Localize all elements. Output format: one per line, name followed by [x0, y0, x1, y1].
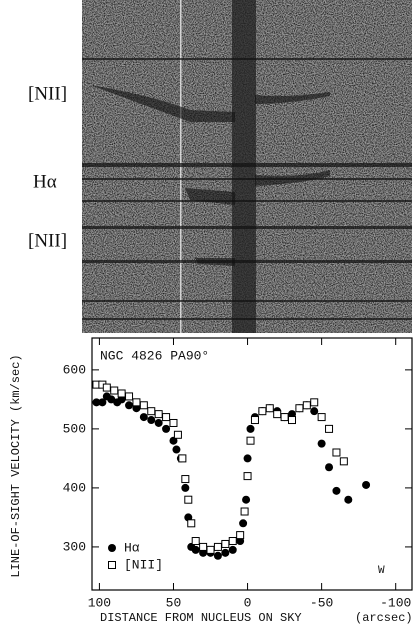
y-axis-label: LINE-OF-SIGHT VELOCITY (km/sec): [9, 354, 23, 577]
point: [184, 495, 193, 504]
point: [332, 448, 341, 457]
point: [310, 407, 319, 416]
point: [221, 548, 230, 557]
point: [273, 410, 282, 419]
point: [110, 386, 119, 395]
point: [191, 545, 200, 554]
point: [181, 483, 190, 492]
point: [295, 404, 304, 413]
spectrum-image: [NII] Hα [NII]: [28, 0, 412, 333]
x-axis-unit: (arcsec): [355, 611, 413, 625]
point: [243, 454, 252, 463]
point: [98, 398, 107, 407]
point: [239, 519, 248, 528]
point: [92, 398, 101, 407]
legend-marker: [108, 561, 116, 569]
legend-label: Hα: [124, 540, 140, 555]
point: [317, 439, 326, 448]
point: [213, 551, 222, 560]
point: [154, 418, 163, 427]
point: [206, 545, 215, 554]
point: [246, 436, 255, 445]
point: [302, 401, 311, 410]
point: [102, 383, 111, 392]
point: [162, 424, 171, 433]
x-tick-label: 100: [88, 595, 111, 610]
point: [178, 454, 187, 463]
point: [288, 416, 296, 425]
point: [362, 480, 371, 489]
point: [228, 545, 237, 554]
y-tick-label: 500: [63, 421, 86, 436]
point: [213, 542, 222, 551]
point: [250, 416, 259, 425]
legend-label: [NII]: [124, 557, 163, 572]
point: [125, 392, 134, 401]
point: [132, 398, 141, 407]
point: [332, 486, 341, 495]
point: [242, 495, 251, 504]
x-tick-label: -100: [380, 595, 411, 610]
plot-frame: [91, 337, 413, 591]
point: [107, 395, 116, 404]
line-label: Hα: [33, 171, 57, 192]
point: [344, 495, 353, 504]
point: [139, 413, 148, 422]
annotation: W: [378, 565, 385, 577]
point: [199, 542, 208, 551]
line-label: [NII]: [28, 230, 67, 251]
point: [162, 413, 171, 422]
point: [117, 389, 126, 398]
point: [246, 424, 255, 433]
x-tick-label: 0: [244, 595, 252, 610]
point: [243, 472, 252, 481]
line-label: [NII]: [28, 83, 67, 104]
point: [169, 418, 178, 427]
point: [154, 410, 163, 419]
point: [147, 407, 156, 416]
point: [339, 457, 348, 466]
y-tick-label: 600: [63, 362, 86, 377]
point: [240, 507, 249, 516]
point: [139, 401, 148, 410]
point: [173, 430, 182, 439]
point: [310, 398, 319, 407]
point: [172, 445, 181, 454]
point: [147, 416, 156, 425]
point: [258, 407, 267, 416]
point: [325, 424, 334, 433]
y-tick-label: 400: [63, 480, 86, 495]
y-tick-label: 300: [63, 539, 86, 554]
point: [265, 404, 274, 413]
point: [181, 475, 190, 484]
point: [317, 413, 326, 422]
legend-marker: [108, 544, 116, 552]
point: [125, 401, 134, 410]
point: [228, 537, 237, 546]
point: [221, 539, 230, 548]
point: [191, 537, 200, 546]
point: [187, 519, 196, 528]
x-axis-label: DISTANCE FROM NUCLEUS ON SKY: [100, 611, 302, 625]
point: [325, 463, 334, 472]
point: [280, 413, 289, 422]
annotation: NGC 4826 PA90°: [100, 348, 209, 363]
point: [236, 531, 245, 540]
x-tick-label: -50: [310, 595, 333, 610]
x-tick-label: 50: [166, 595, 182, 610]
